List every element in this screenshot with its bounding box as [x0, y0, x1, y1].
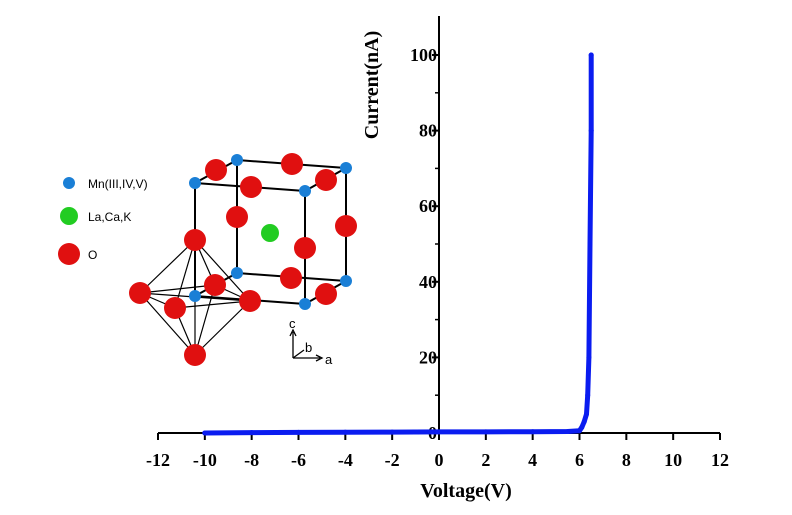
data-point: [587, 241, 593, 247]
data-point: [586, 354, 592, 360]
data-point: [389, 429, 395, 435]
data-point: [483, 429, 489, 435]
iv-curve-series-0: [202, 52, 594, 436]
y-axis-title: Current(nA): [361, 31, 383, 140]
la-atom-center: [261, 224, 279, 242]
data-point: [249, 430, 255, 436]
data-point: [565, 429, 571, 434]
data-point: [202, 430, 208, 436]
chart-axes: -12 -10 -8 -6 -4 -2 0 2 4 6 8 10 12 0 20 40 60 80 100: [146, 16, 729, 470]
lattice-axes-indicator: c b a: [289, 316, 333, 367]
y-tick-label: 60: [419, 196, 437, 216]
oxygen-atoms: [129, 153, 357, 366]
x-tick-label: 8: [622, 450, 631, 470]
x-ticks: -12 -10 -8 -6 -4 -2 0 2 4 6 8 10 12: [146, 433, 729, 470]
data-point: [530, 429, 536, 435]
x-tick-label: 10: [664, 450, 682, 470]
x-tick-label: 0: [435, 450, 444, 470]
la-atom-icon: [60, 207, 78, 225]
legend-la-label: La,Ca,K: [88, 210, 131, 224]
data-point: [581, 419, 587, 425]
data-point: [588, 128, 594, 134]
inset-legend: Mn(III,IV,V) La,Ca,K O: [58, 177, 148, 265]
data-point: [296, 429, 301, 435]
x-tick-label: 2: [481, 450, 490, 470]
axis-a-label: a: [325, 352, 333, 367]
y-tick-label: 80: [419, 121, 437, 141]
series-layer: [202, 52, 594, 436]
x-tick-label: -6: [291, 450, 306, 470]
x-tick-label: -12: [146, 450, 170, 470]
data-point: [436, 429, 442, 435]
x-tick-label: -10: [193, 450, 217, 470]
mn-atom-icon: [63, 177, 75, 189]
data-point: [588, 52, 594, 58]
legend-mn-label: Mn(III,IV,V): [88, 177, 148, 191]
x-axis-title: Voltage(V): [420, 480, 511, 502]
o-atom-icon: [58, 243, 80, 265]
legend-o-label: O: [88, 248, 97, 262]
data-point: [585, 392, 591, 398]
y-tick-label: 20: [419, 347, 437, 367]
y-tick-label: 40: [419, 272, 437, 292]
data-point: [584, 411, 589, 417]
x-tick-label: -8: [244, 450, 259, 470]
crystal-structure-inset: Mn(III,IV,V) La,Ca,K O: [58, 153, 357, 367]
y-tick-label: 100: [410, 45, 437, 65]
x-tick-label: 6: [575, 450, 584, 470]
axis-b-label: b: [305, 340, 312, 355]
mn-atoms: [189, 154, 352, 310]
data-point: [579, 424, 585, 430]
x-tick-label: 12: [711, 450, 729, 470]
data-point: [342, 429, 348, 435]
x-tick-label: -4: [338, 450, 353, 470]
axis-c-label: c: [289, 316, 296, 331]
x-tick-label: 4: [528, 450, 537, 470]
x-tick-label: -2: [385, 450, 400, 470]
